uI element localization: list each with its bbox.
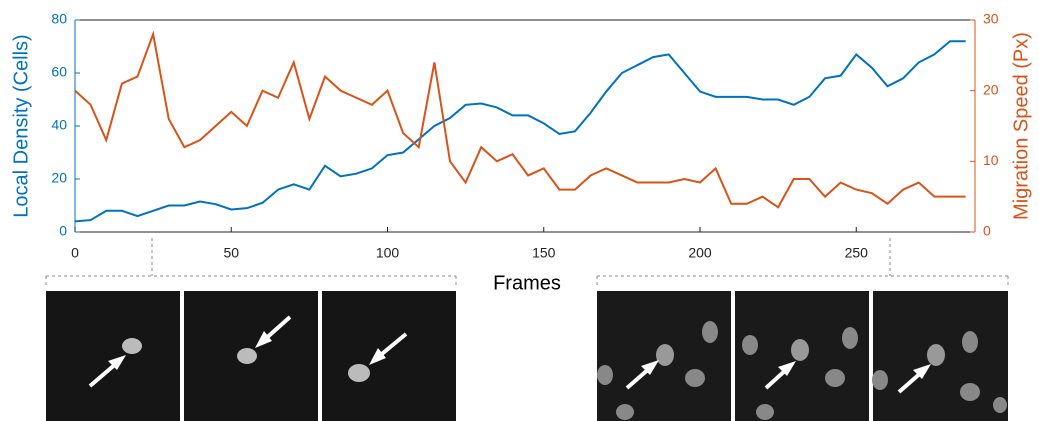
- x-tick-label: 200: [688, 245, 712, 261]
- y2-tick-label: 20: [983, 81, 999, 97]
- x-tick-label: 150: [532, 245, 556, 261]
- y-tick-label: 0: [59, 223, 67, 239]
- y-axis-label: Local Density (Cells): [10, 34, 32, 217]
- series-line: [74, 40, 966, 223]
- right-images: [596, 238, 1009, 421]
- y-tick-label: 40: [51, 117, 67, 133]
- x-tick-label: 100: [376, 245, 400, 261]
- x-tick-label: 0: [71, 245, 79, 261]
- y-tick-label: 20: [51, 170, 67, 186]
- y2-tick-label: 30: [983, 11, 999, 27]
- series-line: [74, 30, 966, 209]
- y2-tick-label: 0: [983, 223, 991, 239]
- y2-axis-label: Migration Speed (Px): [1010, 32, 1032, 220]
- x-tick-label: 50: [223, 245, 239, 261]
- left-images: [45, 238, 457, 421]
- y2-tick-label: 10: [983, 152, 999, 168]
- y-tick-label: 80: [51, 11, 67, 27]
- x-tick-label: 250: [845, 245, 869, 261]
- y-tick-label: 60: [51, 64, 67, 80]
- x-axis-label: Frames: [493, 272, 561, 294]
